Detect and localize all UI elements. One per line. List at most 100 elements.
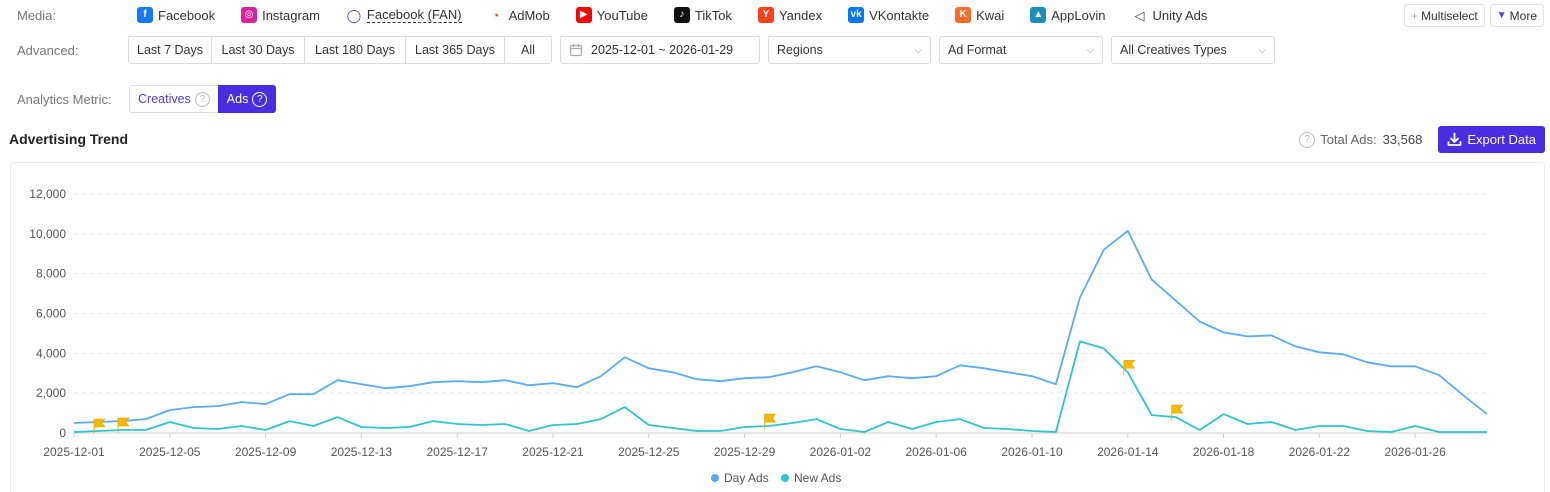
trend-summary: ? Total Ads: 33,568 Export Data [1299,126,1545,153]
series-line-new-ads [73,340,1487,433]
calendar-icon [569,44,583,57]
range-preset-last-180-days[interactable]: Last 180 Days [305,37,406,63]
range-preset-last-30-days[interactable]: Last 30 Days [212,37,305,63]
y-tick-label: 10,000 [29,227,66,241]
media-item-facebook-fan[interactable]: ◯ Facebook (FAN) [346,7,462,23]
more-label: More [1509,8,1537,23]
regions-value: Regions [777,43,823,57]
help-icon[interactable]: ? [252,91,268,107]
plus-icon: + [1411,8,1419,23]
x-tick-label: 2025-12-09 [235,445,297,459]
date-range-picker[interactable]: 2025-12-01 ~ 2026-01-29 [560,36,760,64]
media-item-tiktok[interactable]: ♪ TikTok [673,7,732,23]
date-range-presets: Last 7 Days Last 30 Days Last 180 Days Last… [128,36,552,64]
y-tick-label: 4,000 [36,346,66,360]
legend-marker [711,474,719,482]
kwai-icon: K [955,7,972,23]
y-tick-label: 0 [59,426,66,440]
advanced-filter-row: Advanced: Last 7 Days Last 30 Days Last 18… [17,36,1275,64]
ad-format-select[interactable]: Ad Format ⌵ [939,36,1103,64]
tiktok-icon: ♪ [673,7,690,23]
vkontakte-icon: vk [848,7,865,23]
x-tick-label: 2025-12-29 [714,445,776,459]
media-filter-row: Media: f Facebook ◎ Instagram ◯ Facebook (FAN… [17,4,1547,27]
range-preset-last-365-days[interactable]: Last 365 Days [406,37,505,63]
media-item-facebook[interactable]: f Facebook [137,7,215,23]
media-item-label: TikTok [694,7,732,23]
multiselect-label: Multiselect [1421,8,1478,23]
media-actions: + Multiselect ▼ More [1404,4,1544,27]
applovin-icon: ▲ [1030,7,1047,23]
media-item-instagram[interactable]: ◎ Instagram [241,7,320,23]
media-item-youtube[interactable]: ▶ YouTube [575,7,648,23]
x-tick-label: 2026-01-10 [1001,445,1063,459]
metric-toggle: Creatives ? Ads ? [129,85,277,113]
facebook-fan-icon: ◯ [346,7,362,23]
media-item-unity-ads[interactable]: ◁ Unity Ads [1131,7,1207,23]
instagram-icon: ◎ [241,7,258,23]
event-flag-icon [117,417,130,434]
media-item-label: VKontakte [869,7,930,23]
analytics-metric-label: Analytics Metric: [17,91,112,107]
x-tick-label: 2026-01-22 [1289,445,1351,459]
x-tick-label: 2025-12-21 [522,445,584,459]
event-flag-icon [764,413,777,430]
range-preset-all[interactable]: All [505,37,551,63]
media-item-kwai[interactable]: K Kwai [955,7,1004,23]
trend-chart-svg: 0 2,000 4,000 6,000 8,000 10,000 12,000 2025-12… [29,187,1488,485]
creative-types-select[interactable]: All Creatives Types ⌵ [1111,36,1275,64]
yandex-icon: Y [757,7,774,23]
media-item-vkontakte[interactable]: vk VKontakte [848,7,929,23]
x-tick-label: 2025-12-25 [618,445,680,459]
more-button[interactable]: ▼ More [1489,4,1544,27]
event-flag-icon [93,418,106,435]
range-preset-last-7-days[interactable]: Last 7 Days [129,37,212,63]
facebook-icon: f [137,7,153,23]
date-range-value: 2025-12-01 ~ 2026-01-29 [591,43,734,57]
advanced-label: Advanced: [17,42,79,58]
creatives-metric-button[interactable]: Creatives ? [129,85,218,113]
x-tick-label: 2025-12-05 [139,445,201,459]
media-item-admob[interactable]: ◔ AdMob [488,7,550,23]
total-ads-label-wrap: ? Total Ads: [1299,131,1377,148]
series-line-day-ads [73,229,1488,424]
media-item-label: Unity Ads [1152,7,1208,23]
y-tick-label: 6,000 [36,307,66,321]
export-data-button[interactable]: Export Data [1438,126,1545,153]
media-item-label: Facebook (FAN) [366,7,462,23]
event-flag-icon [1123,359,1136,376]
legend-marker [781,474,789,482]
y-tick-label: 8,000 [36,267,66,281]
media-item-label: AdMob [508,7,550,23]
ads-metric-button[interactable]: Ads ? [217,85,277,113]
multiselect-button[interactable]: + Multiselect [1404,4,1485,27]
media-item-label: Kwai [976,7,1005,23]
advertising-trend-title: Advertising Trend [9,131,129,147]
legend-label: Day Ads [724,471,769,485]
chevron-down-icon: ⌵ [914,44,922,56]
media-item-yandex[interactable]: Y Yandex [757,7,822,23]
media-item-applovin[interactable]: ▲ AppLovin [1030,7,1105,23]
x-tick-label: 2026-01-26 [1384,445,1446,459]
chevron-down-icon: ⌵ [1086,44,1094,56]
youtube-icon: ▶ [575,7,592,23]
legend-label: New Ads [794,471,841,485]
total-ads-label: Total Ads: [1320,132,1377,147]
x-tick-label: 2026-01-02 [810,445,872,459]
regions-select[interactable]: Regions ⌵ [768,36,931,64]
x-tick-label: 2025-12-01 [43,445,105,459]
advertising-trend-chart: 0 2,000 4,000 6,000 8,000 10,000 12,000 2025-12… [10,162,1545,492]
chevron-down-icon: ▼ [1496,10,1507,21]
help-icon[interactable]: ? [1299,131,1316,148]
y-tick-label: 2,000 [36,386,66,400]
media-item-label: Facebook [158,7,216,23]
chevron-down-icon: ⌵ [1258,44,1266,56]
ads-label: Ads [226,92,249,106]
x-tick-label: 2025-12-17 [426,445,488,459]
event-flag-icon [1171,404,1184,421]
unity-ads-icon: ◁ [1134,7,1145,23]
download-icon [1447,132,1462,146]
creatives-label: Creatives [138,92,191,106]
analytics-metric-row: Analytics Metric: Creatives ? Ads ? [17,85,277,113]
help-icon[interactable]: ? [194,91,210,107]
